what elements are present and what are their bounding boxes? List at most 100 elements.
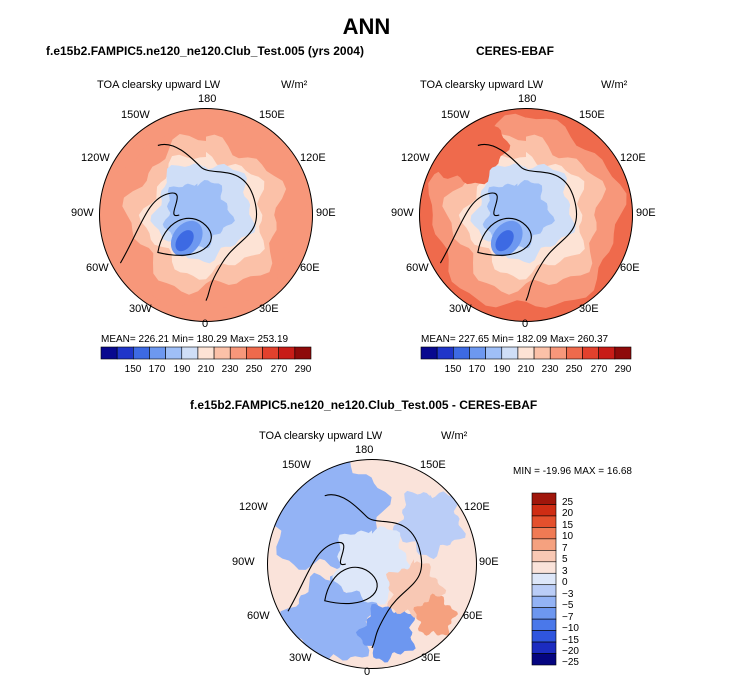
figure-title: ANN bbox=[342, 14, 391, 39]
panel-2-lon-90e: 90E bbox=[636, 207, 656, 219]
pos-region bbox=[413, 593, 458, 636]
panel-3-lon-0: 0 bbox=[364, 666, 371, 678]
panel-1-lon-90e: 90E bbox=[316, 207, 336, 219]
panel-3-cb-tick: 20 bbox=[562, 508, 574, 519]
map-fill bbox=[419, 108, 633, 322]
panel-1-cb-tick: 150 bbox=[124, 364, 142, 375]
canada-coast bbox=[287, 541, 346, 612]
panel-3-cb-tick: −7 bbox=[562, 612, 574, 623]
panel-1-lon-0: 0 bbox=[202, 318, 209, 330]
colorbar-swatch bbox=[517, 346, 535, 360]
panel-3-lon-120w: 120W bbox=[239, 501, 268, 513]
panel-3-units: W/m² bbox=[441, 430, 468, 442]
panel-3-lon-60w: 60W bbox=[247, 610, 270, 622]
colorbar-swatch bbox=[485, 346, 503, 360]
panel-1-cb-tick: 230 bbox=[221, 364, 239, 375]
panel-2-cb-tick: 230 bbox=[541, 364, 559, 375]
colorbar-swatch bbox=[149, 346, 166, 360]
colorbar-swatch bbox=[165, 346, 183, 360]
colorbar-swatch bbox=[181, 346, 199, 360]
panel-2-lon-60w: 60W bbox=[406, 262, 429, 274]
coastline bbox=[324, 494, 423, 649]
colorbar-swatch bbox=[531, 653, 557, 666]
panel-2-cb-tick: 190 bbox=[493, 364, 511, 375]
panel-1-cb-tick: 210 bbox=[197, 364, 215, 375]
colorbar-swatch bbox=[278, 346, 296, 360]
panel-2-lon-30e: 30E bbox=[579, 303, 599, 315]
colorbar-swatch bbox=[531, 550, 557, 563]
panel-3-polar-map bbox=[267, 459, 477, 669]
colorbar-swatch bbox=[246, 346, 263, 360]
panel-2-lon-150w: 150W bbox=[441, 109, 470, 121]
panel-3-lon-120e: 120E bbox=[464, 501, 490, 513]
panel-2-lon-0: 0 bbox=[522, 318, 529, 330]
greenland-coast bbox=[477, 217, 532, 256]
panel-2-polar-map bbox=[419, 108, 633, 322]
panel-2-cb-tick: 150 bbox=[444, 364, 462, 375]
panel-1-stats: MEAN= 226.21 Min= 180.29 Max= 253.19 bbox=[101, 334, 289, 345]
canada-coast bbox=[439, 192, 500, 264]
panel-1-lon-60w: 60W bbox=[86, 262, 109, 274]
canada-coast bbox=[119, 192, 180, 264]
panel-2-cb-tick: 290 bbox=[614, 364, 632, 375]
panel-2-cb-tick: 210 bbox=[517, 364, 535, 375]
greenland-core-inner bbox=[495, 230, 514, 252]
panel-2-cb-tick: 170 bbox=[468, 364, 486, 375]
panel-3-stats: MIN = -19.96 MAX = 16.68 bbox=[513, 466, 632, 477]
panel-3-lon-150w: 150W bbox=[282, 459, 311, 471]
panel-3-lon-150e: 150E bbox=[420, 459, 446, 471]
colorbar-swatch bbox=[197, 346, 215, 360]
colorbar-swatch bbox=[531, 492, 557, 505]
panel-2-lon-60e: 60E bbox=[620, 262, 640, 274]
colorbar-swatch bbox=[566, 346, 583, 360]
panel-1-lon-30w: 30W bbox=[129, 303, 152, 315]
panel-3-cb-tick: 7 bbox=[562, 543, 568, 554]
colorbar-swatch bbox=[213, 346, 231, 360]
panel-3-colorbar-labels: 25 20 15 10 7 5 3 0 −3 −5 −7 −10 −15 −20… bbox=[562, 493, 602, 668]
colorbar-swatch bbox=[531, 561, 557, 574]
panel-3-lon-180: 180 bbox=[355, 444, 374, 456]
colorbar-swatch bbox=[533, 346, 551, 360]
panel-3-lon-90e: 90E bbox=[479, 556, 499, 568]
panel-3-cb-tick: 3 bbox=[562, 566, 568, 577]
panel-2-cb-tick: 270 bbox=[590, 364, 608, 375]
panel-1-lon-90w: 90W bbox=[71, 207, 94, 219]
map-border bbox=[267, 459, 477, 669]
panel-2-lon-180: 180 bbox=[518, 93, 537, 105]
panel-3-lon-60e: 60E bbox=[463, 610, 483, 622]
map-fill bbox=[99, 108, 313, 322]
map-fill bbox=[267, 459, 477, 669]
neg-region bbox=[355, 603, 416, 663]
panel-1-lon-150e: 150E bbox=[259, 109, 285, 121]
panel-2-lon-30w: 30W bbox=[449, 303, 472, 315]
greenland-core-inner bbox=[175, 230, 194, 252]
panel-2-colorbar-labels: 150 170 190 210 230 250 270 290 bbox=[421, 364, 632, 378]
panel-3-title: f.e15b2.FAMPIC5.ne120_ne120.Club_Test.00… bbox=[190, 398, 538, 412]
panel-3-lon-30e: 30E bbox=[421, 652, 441, 664]
panel-2-title: CERES-EBAF bbox=[476, 44, 555, 58]
colorbar-swatch bbox=[133, 346, 150, 360]
colorbar-swatch bbox=[100, 346, 118, 360]
panel-1-units: W/m² bbox=[281, 79, 308, 91]
panel-3-cb-tick: 15 bbox=[562, 520, 574, 531]
panel-1-colorbar bbox=[100, 346, 312, 360]
map-border bbox=[99, 108, 313, 322]
colorbar-swatch bbox=[469, 346, 486, 360]
colorbar-swatch bbox=[531, 641, 557, 654]
panel-1-colorbar-labels: 150 170 190 210 230 250 270 290 bbox=[101, 364, 312, 378]
panel-3-lon-30w: 30W bbox=[289, 652, 312, 664]
colorbar-swatch bbox=[531, 584, 557, 597]
colorbar-swatch bbox=[531, 607, 557, 620]
panel-2-lon-120w: 120W bbox=[401, 152, 430, 164]
colorbar-swatch bbox=[531, 572, 557, 586]
panel-1-cb-tick: 190 bbox=[173, 364, 191, 375]
panel-1-lon-120e: 120E bbox=[300, 152, 326, 164]
panel-2-cb-tick: 250 bbox=[565, 364, 583, 375]
neg-region bbox=[392, 490, 466, 560]
panel-3-cb-tick: −25 bbox=[562, 657, 579, 668]
colorbar-swatch bbox=[453, 346, 470, 360]
panel-1-lon-120w: 120W bbox=[81, 152, 110, 164]
panel-1-polar-map bbox=[99, 108, 313, 322]
panel-1-variable: TOA clearsky upward LW bbox=[97, 79, 221, 91]
panel-2-lon-90w: 90W bbox=[391, 207, 414, 219]
